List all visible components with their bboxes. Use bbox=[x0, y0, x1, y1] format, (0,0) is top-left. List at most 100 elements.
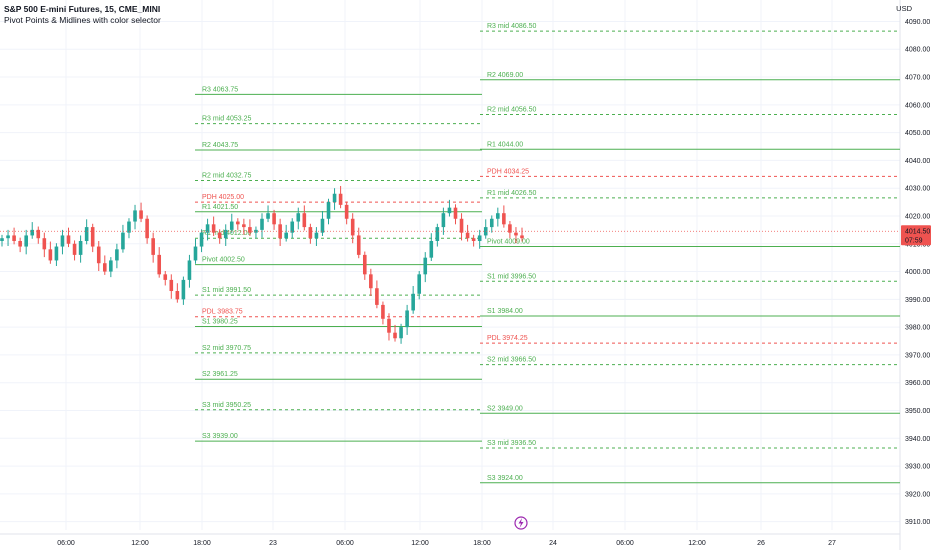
pivot-level-label: Pivot 4002.50 bbox=[202, 257, 245, 264]
candle-body bbox=[417, 274, 422, 294]
last-price-label: 4014.50 bbox=[905, 228, 930, 235]
pivot-level-label: S1 3980.25 bbox=[202, 318, 238, 325]
candle-body bbox=[338, 193, 343, 205]
pivot-level-label: R2 4069.00 bbox=[487, 72, 523, 79]
candle-body bbox=[242, 224, 246, 228]
pivot-level-label: R3 mid 4086.50 bbox=[487, 23, 537, 30]
time-tick-label: 06:00 bbox=[616, 540, 634, 547]
chart-title: S&P 500 E-mini Futures, 15, CME_MINI bbox=[4, 4, 161, 14]
time-tick-label: 12:00 bbox=[688, 540, 706, 547]
candle-body bbox=[157, 254, 162, 275]
candle-body bbox=[369, 274, 373, 289]
candle-body bbox=[502, 213, 506, 225]
pivot-level-label: S2 3961.25 bbox=[202, 371, 238, 378]
candle-body bbox=[121, 232, 125, 250]
candle-body bbox=[423, 257, 428, 275]
pivot-level-label: Pivot 4009.00 bbox=[487, 239, 530, 246]
pivot-level-label: R2 mid 4056.50 bbox=[487, 107, 537, 114]
time-tick-label: 06:00 bbox=[336, 540, 354, 547]
candle-body bbox=[217, 232, 222, 239]
candle-body bbox=[381, 304, 385, 319]
pivot-level-label: PDH 4025.00 bbox=[202, 194, 244, 201]
candle-body bbox=[84, 227, 89, 241]
time-tick-label: 12:00 bbox=[411, 540, 429, 547]
candle-body bbox=[236, 221, 240, 225]
candle-body bbox=[109, 260, 113, 272]
candle-body bbox=[471, 238, 476, 241]
price-tick-label: 4030.00 bbox=[905, 186, 930, 193]
candle-body bbox=[145, 218, 149, 239]
candle-body bbox=[302, 213, 307, 228]
time-tick-label: 18:00 bbox=[193, 540, 211, 547]
candle-body bbox=[0, 238, 4, 241]
candle-body bbox=[362, 254, 367, 275]
candle-body bbox=[42, 238, 47, 250]
candle-body bbox=[260, 218, 264, 230]
candle-body bbox=[115, 249, 119, 261]
pivot-level-label: S1 3984.00 bbox=[487, 308, 523, 315]
pivot-level-label: R2 4043.75 bbox=[202, 142, 238, 149]
candle-body bbox=[465, 232, 470, 239]
price-tick-label: 4000.00 bbox=[905, 269, 930, 276]
price-tick-label: 3970.00 bbox=[905, 352, 930, 359]
price-tick-label: 3920.00 bbox=[905, 491, 930, 498]
candle-body bbox=[344, 204, 349, 219]
time-tick-label: 12:00 bbox=[131, 540, 149, 547]
pivot-level-label: R3 mid 4053.25 bbox=[202, 116, 252, 123]
price-tick-label: 3950.00 bbox=[905, 408, 930, 415]
time-tick-label: 23 bbox=[269, 540, 277, 547]
pivot-level-label: S3 3939.00 bbox=[202, 433, 238, 440]
price-tick-label: 3910.00 bbox=[905, 519, 930, 526]
candle-body bbox=[278, 224, 282, 239]
pivot-level-label: R3 4063.75 bbox=[202, 86, 238, 93]
candle-body bbox=[320, 218, 325, 233]
candle-body bbox=[229, 221, 234, 230]
candle-body bbox=[18, 240, 22, 247]
lightning-bolt-icon bbox=[518, 518, 524, 528]
pivot-level-label: S3 mid 3950.25 bbox=[202, 402, 251, 409]
candle-body bbox=[96, 246, 101, 264]
candle-body bbox=[411, 293, 415, 311]
price-tick-label: 4040.00 bbox=[905, 158, 930, 165]
price-tick-label: 4090.00 bbox=[905, 19, 930, 26]
price-tick-label: 3930.00 bbox=[905, 464, 930, 471]
candle-body bbox=[314, 232, 319, 239]
currency-label: USD bbox=[896, 4, 912, 13]
pivot-level-label: S1 mid 3996.50 bbox=[487, 273, 536, 280]
pivot-level-label: S3 3924.00 bbox=[487, 475, 523, 482]
candle-body bbox=[435, 227, 440, 241]
pivot-level-label: PDL 3983.75 bbox=[202, 309, 243, 316]
candle-body bbox=[66, 235, 71, 244]
candle-body bbox=[248, 227, 252, 233]
pivot-level-label: R1 mid 4026.50 bbox=[487, 190, 537, 197]
time-tick-label: 26 bbox=[757, 540, 765, 547]
candle-body bbox=[508, 224, 512, 233]
pivot-level-label: S1 mid 3991.50 bbox=[202, 287, 251, 294]
candle-body bbox=[496, 213, 500, 219]
indicator-title: Pivot Points & Midlines with color selec… bbox=[4, 15, 161, 25]
candle-body bbox=[60, 235, 65, 247]
time-tick-label: 27 bbox=[828, 540, 836, 547]
pivot-level-label: PDL 3974.25 bbox=[487, 335, 528, 342]
candle-body bbox=[78, 240, 83, 255]
candle-body bbox=[266, 213, 270, 219]
pivot-level-label: R2 mid 4032.75 bbox=[202, 173, 252, 180]
candle-body bbox=[308, 227, 313, 239]
candle-body bbox=[350, 218, 355, 236]
candle-body bbox=[181, 279, 186, 300]
candle-body bbox=[459, 218, 464, 233]
candle-body bbox=[24, 235, 28, 247]
candle-body bbox=[477, 235, 482, 241]
candle-body bbox=[447, 207, 452, 214]
price-tick-label: 4050.00 bbox=[905, 130, 930, 137]
price-tick-label: 4080.00 bbox=[905, 47, 930, 54]
candle-body bbox=[133, 210, 137, 222]
candle-body bbox=[30, 229, 35, 236]
candle-body bbox=[387, 318, 391, 333]
candle-body bbox=[272, 213, 276, 225]
candle-body bbox=[6, 235, 10, 239]
time-tick-label: 18:00 bbox=[473, 540, 491, 547]
candle-body bbox=[453, 207, 458, 219]
